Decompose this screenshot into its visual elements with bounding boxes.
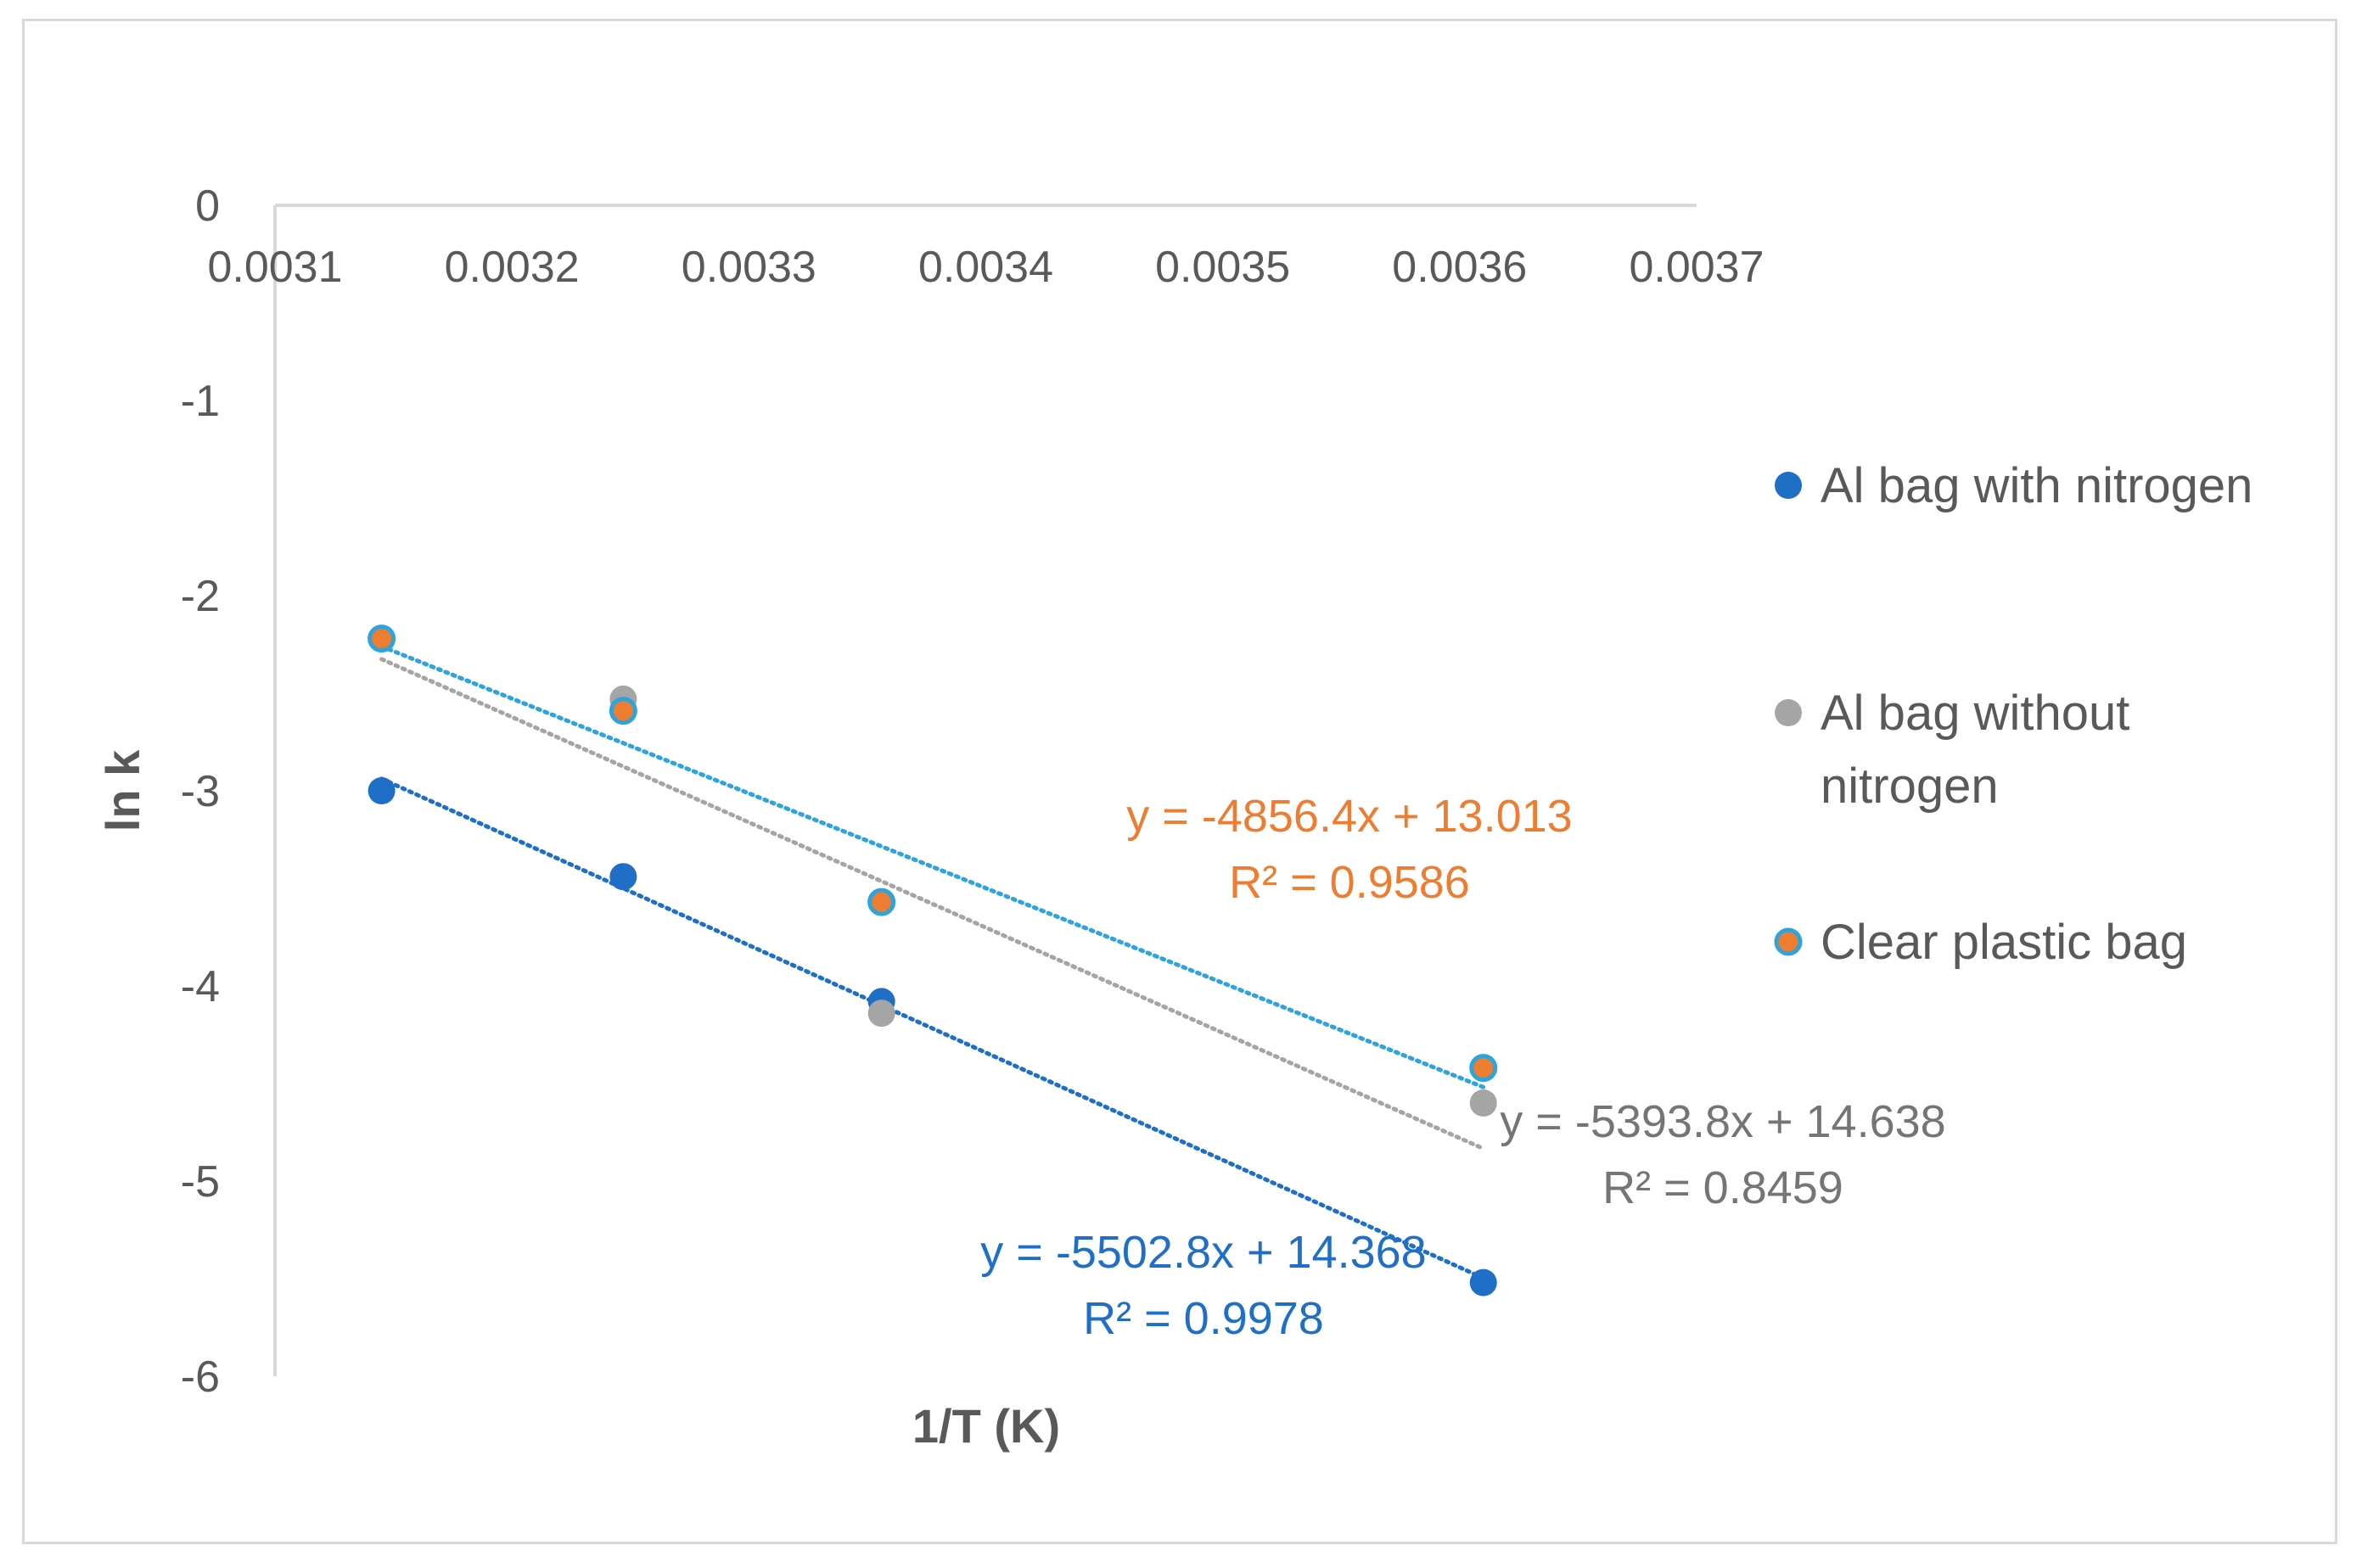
data-points (367, 624, 1498, 1296)
x-tick-label: 0.0037 (1629, 243, 1764, 292)
y-tick-label: -4 (181, 962, 220, 1011)
y-tick-labels: 0 -1 -2 -3 -4 -5 -6 (181, 182, 220, 1402)
x-tick-label: 0.0034 (918, 243, 1053, 292)
r2-al-with-nitrogen: R² = 0.9978 (1083, 1293, 1324, 1344)
legend-label-al-with-nitrogen: Al bag with nitrogen (1821, 458, 2253, 513)
y-tick-label: -5 (181, 1157, 220, 1207)
data-point (867, 888, 896, 916)
y-tick-label: -1 (181, 377, 220, 426)
r2-al-without-nitrogen: R² = 0.8459 (1602, 1162, 1843, 1213)
axes (273, 204, 1697, 1376)
data-point (867, 1000, 895, 1028)
trendline-1 (379, 657, 1486, 1151)
legend-label-line: nitrogen (1821, 759, 1999, 814)
y-axis-title: ln k (96, 749, 149, 832)
legend: Al bag with nitrogen Al bag without nitro… (1774, 458, 2253, 970)
data-point (367, 777, 396, 804)
data-point (1469, 1054, 1498, 1083)
legend-item-al-with-nitrogen: Al bag with nitrogen (1775, 458, 2253, 513)
equation-al-with-nitrogen: y = -5502.8x + 14.368 (980, 1227, 1426, 1278)
legend-label-al-without-nitrogen: Al bag without nitrogen (1821, 686, 2129, 814)
x-tick-labels: 0.0031 0.0032 0.0033 0.0034 0.0035 0.0036 0.00… (207, 243, 1764, 292)
data-point (609, 863, 637, 891)
r2-clear-plastic: R² = 0.9586 (1229, 857, 1470, 908)
trendline-equations: y = -4856.4x + 13.013 R² = 0.9586 y = -5… (980, 791, 1945, 1344)
trendline-0 (379, 776, 1486, 1280)
trendlines (379, 644, 1486, 1280)
y-tick-label: 0 (195, 182, 220, 231)
y-tick-label: -3 (181, 767, 220, 816)
x-tick-label: 0.0033 (682, 243, 816, 292)
legend-label-clear-plastic: Clear plastic bag (1821, 915, 2187, 970)
data-point (1469, 1089, 1497, 1117)
x-axis-title: 1/T (K) (912, 1399, 1060, 1453)
legend-label-line: Al bag without (1821, 686, 2129, 741)
x-tick-label: 0.0035 (1155, 243, 1290, 292)
x-tick-label: 0.0036 (1392, 243, 1527, 292)
chart-area (22, 19, 2337, 1544)
data-point (609, 697, 637, 725)
x-tick-label: 0.0032 (445, 243, 580, 292)
equation-al-without-nitrogen: y = -5393.8x + 14.638 (1500, 1096, 1945, 1147)
y-tick-label: -6 (181, 1352, 220, 1402)
y-tick-label: -2 (181, 572, 220, 621)
legend-marker-clear-plastic (1774, 927, 1803, 956)
legend-item-al-without-nitrogen: Al bag without nitrogen (1775, 686, 2129, 814)
data-point (1469, 1268, 1497, 1296)
trendline-2 (379, 644, 1486, 1089)
x-tick-label: 0.0031 (207, 243, 342, 292)
legend-marker-al-with-nitrogen (1775, 472, 1802, 499)
data-point (367, 624, 396, 653)
equation-clear-plastic: y = -4856.4x + 13.013 (1126, 791, 1572, 842)
legend-marker-al-without-nitrogen (1775, 699, 1802, 726)
legend-item-clear-plastic: Clear plastic bag (1774, 915, 2187, 970)
